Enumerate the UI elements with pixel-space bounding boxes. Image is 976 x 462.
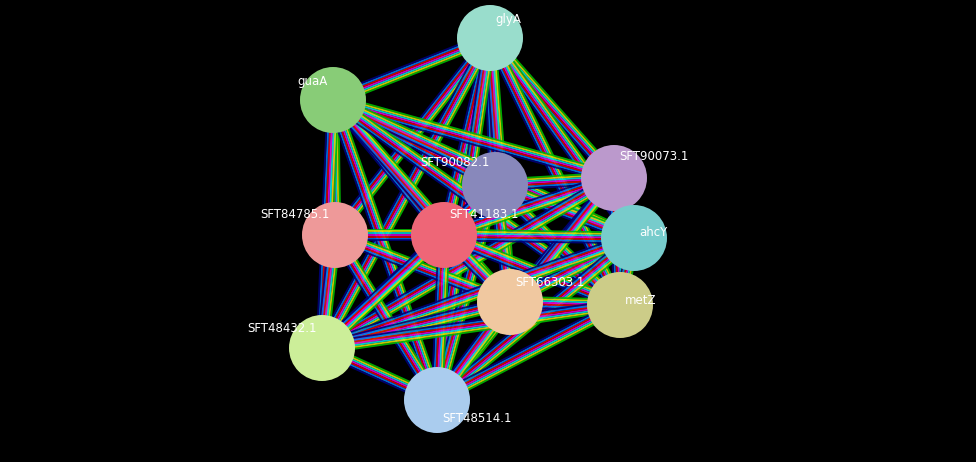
Circle shape <box>302 202 368 268</box>
Circle shape <box>477 269 543 335</box>
Circle shape <box>462 152 528 218</box>
Circle shape <box>411 202 477 268</box>
Text: SFT48432.1: SFT48432.1 <box>248 322 317 334</box>
Text: glyA: glyA <box>495 13 521 26</box>
Circle shape <box>457 5 523 71</box>
Circle shape <box>404 367 470 433</box>
Text: SFT41183.1: SFT41183.1 <box>449 208 518 221</box>
Text: SFT48514.1: SFT48514.1 <box>442 412 511 425</box>
Text: guaA: guaA <box>298 75 328 89</box>
Text: metZ: metZ <box>625 293 657 306</box>
Circle shape <box>587 272 653 338</box>
Circle shape <box>300 67 366 133</box>
Text: ahcY: ahcY <box>639 226 668 239</box>
Circle shape <box>581 145 647 211</box>
Text: SFT90082.1: SFT90082.1 <box>421 157 490 170</box>
Text: SFT84785.1: SFT84785.1 <box>261 208 330 221</box>
Text: SFT90073.1: SFT90073.1 <box>619 150 688 163</box>
Circle shape <box>289 315 355 381</box>
Text: SFT66303.1: SFT66303.1 <box>515 275 585 288</box>
Circle shape <box>601 205 667 271</box>
